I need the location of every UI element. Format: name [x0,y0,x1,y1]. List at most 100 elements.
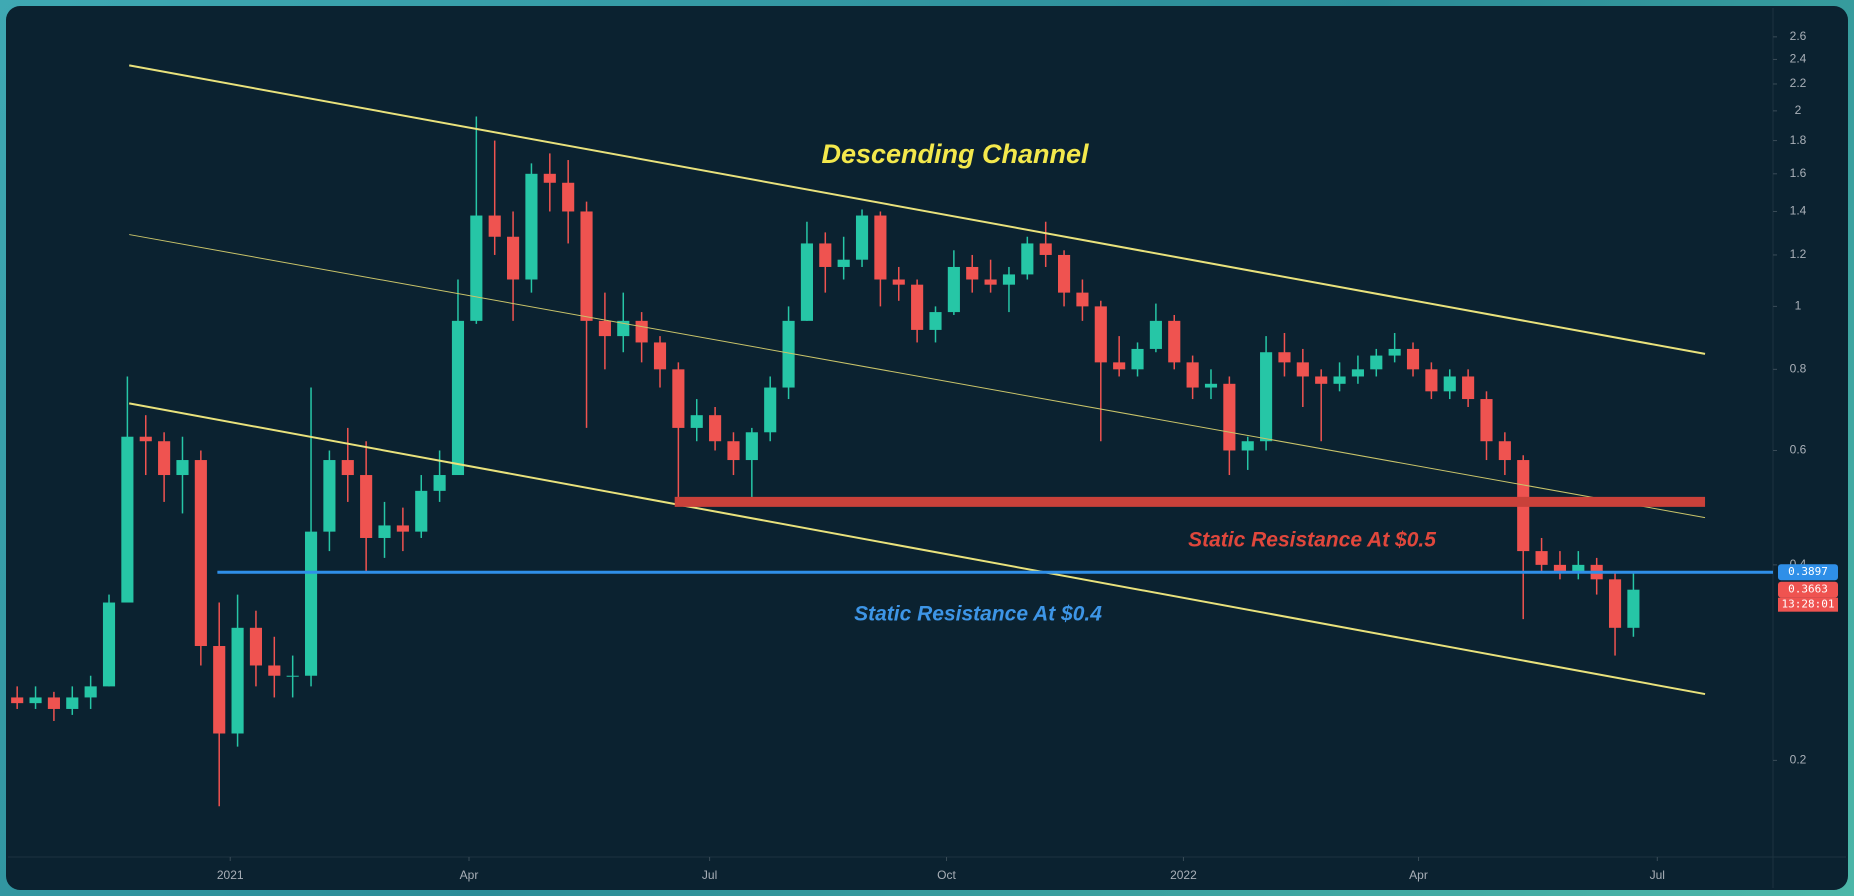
candle-body [892,279,905,285]
candle-body [433,475,446,491]
plot [11,116,1640,807]
candle-body [396,525,409,532]
candle-body [286,675,299,677]
candle-body [1149,320,1162,349]
y-tick-label: 2.2 [1790,76,1807,90]
candle-body [984,279,997,285]
candle-body [580,211,593,321]
candle-body [1443,376,1456,392]
candle-body [709,415,722,442]
candle-body [84,686,97,698]
candle-body [47,697,60,709]
candle-body [782,320,795,388]
candle-body [121,436,134,603]
y-tick-label: 0.6 [1790,443,1807,457]
candle-body [378,525,391,538]
candle-body [415,490,428,532]
candle-body [194,460,207,647]
candle-body [562,182,575,212]
candle-body [855,215,869,260]
candle-body [1039,243,1052,255]
y-tick-label: 1.8 [1790,133,1807,147]
candle-body [1058,254,1071,293]
y-tick-label: 2.6 [1790,29,1807,43]
candle-body [360,475,373,538]
y-tick-label: 2 [1795,103,1802,117]
candle-body [1535,551,1548,565]
candle-body [488,215,501,237]
candle-body [1260,352,1273,442]
candle-body [525,173,538,280]
price-label: 0.3897 [1788,565,1828,578]
candle-body [1131,348,1144,370]
candle-body [1480,399,1493,442]
candle-body [1113,362,1126,370]
candle-body [1315,376,1328,384]
y-tick-label: 1.2 [1790,247,1807,261]
candle-body [1094,306,1107,363]
countdown: 13:28:01 [1782,598,1835,611]
panel [6,6,1848,890]
y-tick-label: 0.8 [1790,362,1807,376]
candle-body [1076,292,1089,307]
candle-body [727,441,740,461]
y-tick-label: 1 [1795,299,1802,313]
candle-body [819,243,832,267]
candle-body [1425,369,1438,392]
price-badge [1778,581,1838,598]
candle-body [231,627,244,734]
candle-body [102,602,116,687]
candle-body [911,284,924,330]
annotation: Static Resistance At $0.5 [1188,529,1436,552]
candle-body [1278,352,1291,363]
drawn-line [129,402,1706,696]
candle-body [1241,441,1254,451]
candle-body [1388,348,1401,356]
y-tick-label: 2.4 [1790,52,1807,66]
drawn-line [129,234,1706,519]
annotation: Static Resistance At $0.4 [854,603,1102,626]
x-tick-label: Jul [1650,868,1665,882]
candle-body [966,266,979,280]
candle-body [1608,579,1622,628]
x-tick-label: Jul [702,868,717,882]
x-tick-label: Oct [937,868,956,882]
candle-body [11,697,24,704]
price-label: 0.3663 [1788,583,1828,596]
candle-body [1572,564,1585,573]
drawn-line [129,64,1706,355]
candle-body [598,320,611,337]
candle-body [158,441,171,476]
candle-body [1351,369,1364,377]
candle-body [470,215,483,321]
annotation: Descending Channel [821,139,1089,169]
candle-body [1553,564,1567,573]
candle-body [1498,441,1511,461]
candle-body [947,266,960,313]
candle-body [304,531,318,676]
candle-body [213,646,226,734]
candle-body [635,320,648,343]
candle-body [1333,376,1346,384]
candle-body [837,259,850,267]
candle-body [176,460,189,476]
x-tick-label: 2021 [217,868,244,882]
candle-body [249,627,263,666]
candle-body [690,415,703,428]
price-badge [1778,564,1838,581]
x-tick-label: 2022 [1170,868,1197,882]
candle-body [543,173,556,183]
y-tick-label: 0.2 [1790,753,1807,767]
candle-body [617,320,630,337]
candle-body [1002,274,1016,285]
candle-body [1204,383,1218,388]
candle-body [1223,383,1236,451]
candle-body [1370,355,1383,370]
candle-body [323,460,336,532]
candle-body [764,387,777,433]
y-tick-label: 1.4 [1790,204,1807,218]
candle-body [1168,320,1181,363]
candle-body [268,665,281,676]
candle-body [139,436,152,442]
